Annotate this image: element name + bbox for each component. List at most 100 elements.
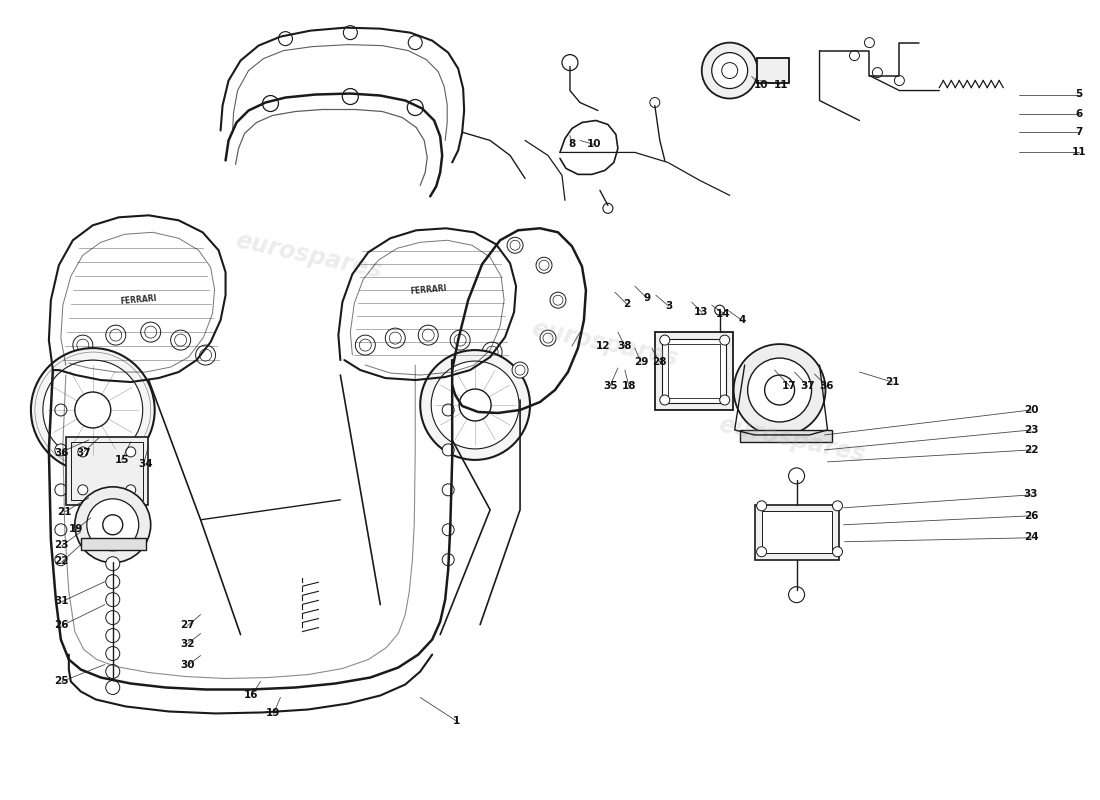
- Circle shape: [106, 557, 120, 570]
- Text: eurospares: eurospares: [233, 229, 384, 283]
- Text: 37: 37: [76, 448, 90, 458]
- Circle shape: [507, 238, 522, 254]
- Bar: [757, 58, 789, 82]
- Text: 22: 22: [1024, 445, 1038, 454]
- Text: 34: 34: [139, 459, 153, 469]
- Circle shape: [757, 501, 767, 511]
- Bar: [739, 430, 832, 442]
- Circle shape: [106, 574, 120, 589]
- Circle shape: [442, 484, 454, 496]
- Circle shape: [141, 322, 161, 342]
- Circle shape: [442, 524, 454, 536]
- Text: 12: 12: [595, 341, 610, 350]
- Circle shape: [55, 524, 67, 536]
- Text: 31: 31: [54, 596, 68, 606]
- Circle shape: [562, 54, 578, 70]
- Circle shape: [87, 499, 139, 550]
- Circle shape: [78, 447, 88, 457]
- Circle shape: [73, 335, 92, 355]
- Circle shape: [734, 344, 825, 436]
- Circle shape: [865, 38, 874, 48]
- Text: FERRARI: FERRARI: [409, 284, 447, 296]
- Text: 15: 15: [114, 455, 129, 465]
- Circle shape: [722, 62, 738, 78]
- Circle shape: [420, 350, 530, 460]
- Circle shape: [55, 554, 67, 566]
- Text: 16: 16: [244, 690, 258, 701]
- Text: eurospares: eurospares: [716, 413, 867, 467]
- Circle shape: [442, 554, 454, 566]
- Text: 36: 36: [820, 381, 834, 390]
- Text: 23: 23: [1024, 426, 1038, 435]
- Bar: [662, 339, 726, 403]
- Text: 36: 36: [54, 448, 68, 458]
- Circle shape: [650, 98, 660, 107]
- Bar: [761, 511, 832, 553]
- Text: 9: 9: [644, 293, 650, 302]
- Circle shape: [431, 361, 519, 449]
- Text: 22: 22: [54, 556, 68, 566]
- Circle shape: [660, 335, 670, 345]
- Bar: [755, 505, 839, 560]
- Circle shape: [106, 681, 120, 694]
- Text: 21: 21: [57, 507, 72, 517]
- Circle shape: [196, 345, 216, 365]
- Circle shape: [407, 99, 424, 115]
- Circle shape: [459, 389, 491, 421]
- Circle shape: [482, 342, 502, 362]
- Text: 8: 8: [569, 139, 575, 150]
- Circle shape: [849, 50, 859, 61]
- Text: 29: 29: [634, 357, 648, 366]
- Circle shape: [355, 335, 375, 355]
- Circle shape: [106, 646, 120, 661]
- Circle shape: [660, 395, 670, 405]
- Circle shape: [125, 447, 135, 457]
- Circle shape: [78, 485, 88, 495]
- Circle shape: [170, 330, 190, 350]
- Text: 6: 6: [1076, 109, 1082, 119]
- Text: 26: 26: [54, 620, 68, 630]
- Text: 38: 38: [617, 341, 631, 350]
- Circle shape: [106, 325, 125, 345]
- Circle shape: [343, 26, 358, 40]
- Bar: [654, 332, 733, 410]
- Circle shape: [442, 444, 454, 456]
- Circle shape: [106, 593, 120, 606]
- Circle shape: [106, 629, 120, 642]
- Text: 21: 21: [886, 378, 900, 387]
- Text: 35: 35: [603, 381, 617, 390]
- Circle shape: [442, 404, 454, 416]
- Circle shape: [55, 484, 67, 496]
- Circle shape: [757, 546, 767, 557]
- Circle shape: [43, 360, 143, 460]
- Circle shape: [715, 305, 725, 315]
- Circle shape: [385, 328, 405, 348]
- Text: 19: 19: [266, 708, 280, 718]
- Circle shape: [75, 487, 151, 562]
- Circle shape: [748, 358, 812, 422]
- Circle shape: [603, 203, 613, 214]
- Circle shape: [540, 330, 556, 346]
- Circle shape: [55, 404, 67, 416]
- Text: 3: 3: [666, 301, 672, 310]
- Text: 10: 10: [586, 139, 602, 150]
- Text: eurospares: eurospares: [529, 317, 681, 371]
- Circle shape: [833, 501, 843, 511]
- Text: 11: 11: [773, 79, 788, 90]
- Text: 13: 13: [694, 307, 708, 317]
- Text: FERRARI: FERRARI: [120, 294, 157, 306]
- Text: 28: 28: [652, 357, 667, 366]
- Text: 32: 32: [180, 638, 195, 649]
- Circle shape: [764, 375, 794, 405]
- Text: 2: 2: [624, 299, 630, 309]
- Circle shape: [75, 392, 111, 428]
- Circle shape: [125, 485, 135, 495]
- Circle shape: [719, 335, 729, 345]
- Circle shape: [102, 515, 123, 534]
- Circle shape: [31, 348, 155, 472]
- Circle shape: [263, 95, 278, 111]
- Circle shape: [513, 362, 528, 378]
- Circle shape: [550, 292, 566, 308]
- Text: 19: 19: [68, 524, 82, 534]
- Text: 5: 5: [1076, 89, 1082, 99]
